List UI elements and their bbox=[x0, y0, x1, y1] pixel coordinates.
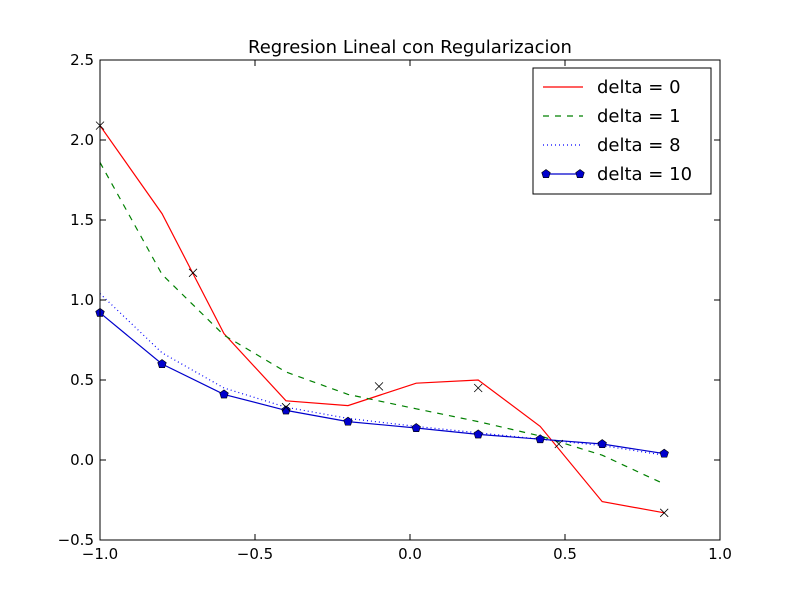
y-tick-label: 2.5 bbox=[70, 51, 94, 69]
series-point bbox=[411, 423, 421, 432]
series-point bbox=[473, 429, 483, 439]
x-tick-label: 0.5 bbox=[553, 545, 577, 563]
observation-point bbox=[374, 382, 384, 391]
series-layer bbox=[95, 125, 669, 514]
legend: delta = 0 delta = 1 delta = 8 delta = 10 bbox=[532, 67, 712, 195]
legend-marker bbox=[575, 169, 585, 178]
observation-point bbox=[473, 383, 483, 393]
observations-layer bbox=[95, 121, 669, 518]
observation-cross-b bbox=[188, 268, 198, 278]
x-tick-label: 0.0 bbox=[398, 545, 422, 563]
x-tick-label: −1.0 bbox=[82, 545, 118, 563]
series-point bbox=[343, 416, 353, 426]
y-tick-label: 0.5 bbox=[70, 371, 94, 389]
y-tick-label: −0.5 bbox=[58, 531, 94, 549]
legend-frame bbox=[532, 67, 712, 195]
series-point bbox=[219, 389, 229, 399]
y-tick-label: 1.0 bbox=[70, 291, 94, 309]
observation-cross-b bbox=[554, 439, 564, 449]
series-line bbox=[99, 125, 665, 514]
series-point bbox=[281, 405, 291, 415]
chart-title: Regresion Lineal con Regularizacion bbox=[248, 37, 572, 58]
y-tick-label: 1.5 bbox=[70, 211, 94, 229]
legend-label: delta = 8 bbox=[597, 135, 681, 156]
y-tick-label: 0.0 bbox=[70, 451, 94, 469]
legend-label: delta = 10 bbox=[597, 164, 692, 185]
x-tick-label: −0.5 bbox=[237, 545, 273, 563]
series-point bbox=[535, 434, 545, 444]
observation-point bbox=[554, 439, 564, 449]
series-line bbox=[99, 162, 665, 485]
series-point bbox=[157, 359, 167, 368]
observation-point bbox=[188, 268, 198, 278]
legend-label: delta = 1 bbox=[597, 106, 681, 127]
tick-layer: −1.0 −0.5 0.0 0.5 1.0−0.50.00.51.01.52.02.5 bbox=[58, 51, 732, 563]
legend-marker bbox=[541, 169, 551, 178]
y-tick-label: 2.0 bbox=[70, 131, 94, 149]
series-line bbox=[99, 312, 665, 455]
observation-cross-b bbox=[374, 382, 384, 391]
observation-cross-b bbox=[473, 383, 483, 393]
x-tick-label: 1.0 bbox=[708, 545, 732, 563]
legend-label: delta = 0 bbox=[597, 77, 681, 98]
observation-point bbox=[281, 402, 291, 412]
observation-point bbox=[659, 508, 669, 518]
observation-cross-b bbox=[659, 508, 669, 518]
series-point bbox=[597, 439, 607, 448]
observation-cross-b bbox=[281, 402, 291, 412]
series-point bbox=[659, 448, 669, 458]
